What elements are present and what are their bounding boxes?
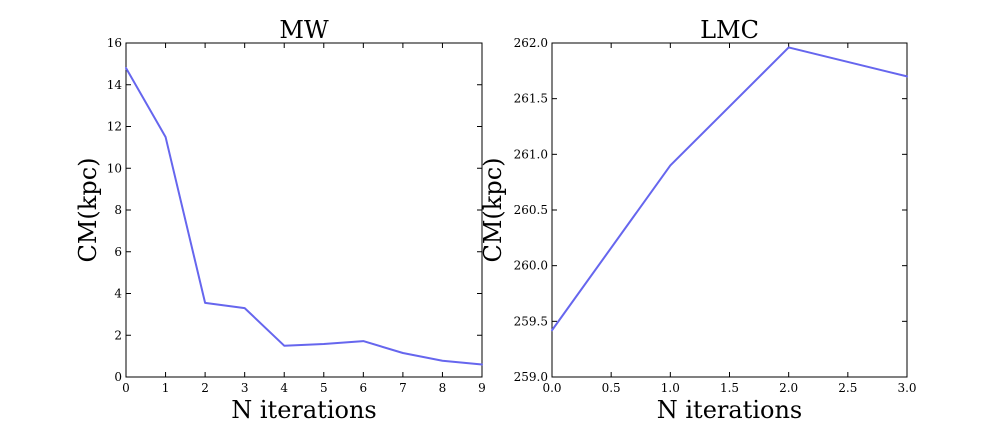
lmc-y-tick-label: 261.0 (514, 147, 548, 161)
lmc-x-tick-label: 3.0 (897, 381, 916, 395)
lmc-x-tick-label: 2.0 (779, 381, 798, 395)
lmc-series-line (551, 46, 908, 332)
mw-y-tick-label: 2 (114, 328, 122, 342)
lmc-x-tick-label: 0.0 (542, 381, 561, 395)
lmc-y-tick-label: 259.5 (514, 314, 548, 328)
lmc-x-axis-label: N iterations (657, 396, 802, 424)
mw-y-tick-label: 12 (107, 120, 122, 134)
mw-x-axis-label: N iterations (231, 396, 376, 424)
lmc-plot-frame (551, 42, 908, 378)
lmc-chart-title: LMC (700, 16, 759, 44)
mw-x-tick-label: 5 (320, 381, 328, 395)
mw-x-tick-label: 3 (241, 381, 249, 395)
mw-plot-frame (125, 42, 483, 378)
mw-y-tick-label: 14 (107, 78, 123, 92)
mw-x-tick-label: 9 (478, 381, 486, 395)
lmc-x-tick-label: 1.0 (661, 381, 680, 395)
mw-x-tick-label: 2 (201, 381, 209, 395)
lmc-y-tick-label: 259.0 (514, 370, 548, 384)
mw-chart-title: MW (279, 16, 329, 44)
mw-y-tick-label: 16 (107, 36, 122, 50)
mw-series-line (125, 67, 483, 366)
lmc-x-tick-label: 2.5 (838, 381, 857, 395)
mw-x-tick-label: 7 (399, 381, 407, 395)
mw-x-tick-label: 8 (439, 381, 447, 395)
mw-y-tick-label: 6 (114, 245, 122, 259)
mw-x-tick-label: 1 (162, 381, 170, 395)
mw-y-tick-label: 4 (114, 287, 122, 301)
lmc-y-tick-label: 261.5 (514, 92, 548, 106)
mw-y-tick-label: 10 (107, 161, 122, 175)
lmc-y-tick-label: 260.0 (514, 259, 548, 273)
lmc-y-tick-label: 262.0 (514, 36, 548, 50)
lmc-y-tick-label: 260.5 (514, 203, 548, 217)
lmc-y-axis-label: CM(kpc) (479, 157, 507, 262)
mw-x-tick-label: 4 (280, 381, 288, 395)
mw-y-tick-label: 0 (114, 370, 122, 384)
chart-lmc: 0.0 0.5 1.0 1.5 2.0 2.5 3.0 259.0 259.5 260.0 260.… (479, 16, 917, 424)
mw-x-tick-label: 0 (122, 381, 130, 395)
mw-x-tick-label: 6 (360, 381, 368, 395)
mw-y-tick-label: 8 (114, 203, 122, 217)
lmc-x-tick-label: 0.5 (602, 381, 621, 395)
mw-y-axis-label: CM(kpc) (74, 157, 102, 262)
lmc-x-tick-label: 1.5 (720, 381, 739, 395)
